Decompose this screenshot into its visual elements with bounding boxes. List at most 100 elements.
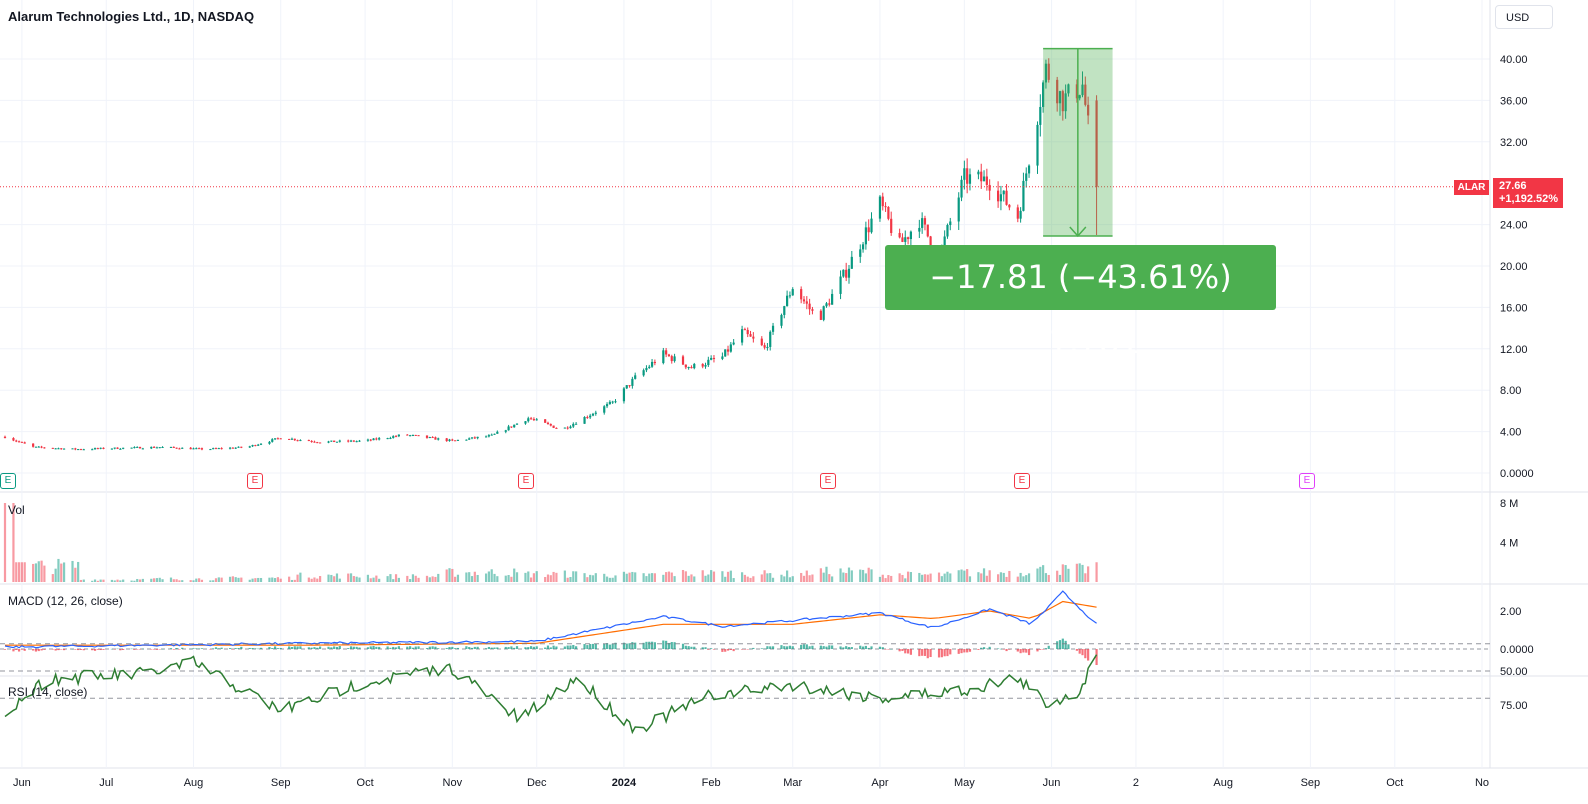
volume-bar [766, 573, 769, 582]
macd-histogram-bar [172, 649, 175, 650]
currency-select[interactable]: USD [1495, 5, 1553, 29]
volume-bar [999, 572, 1003, 582]
volume-bar [445, 569, 448, 582]
macd-histogram-bar [898, 649, 901, 652]
candle-body [704, 365, 707, 367]
candle-body [431, 437, 434, 439]
candle-body [569, 426, 572, 429]
candle-body [760, 338, 763, 346]
candle-body [352, 440, 355, 442]
volume-bar [673, 576, 676, 582]
volume-bar [1016, 576, 1019, 582]
candle-body [572, 423, 575, 427]
earnings-marker-icon[interactable]: E [247, 473, 263, 489]
macd-histogram-bar [859, 645, 862, 649]
macd-histogram-bar [217, 648, 220, 649]
macd-histogram-bar [358, 647, 361, 649]
candle-body [749, 334, 752, 337]
macd-histogram-bar [839, 646, 842, 649]
macd-histogram-bar [369, 646, 372, 649]
macd-histogram-bar [783, 646, 786, 649]
macd-histogram-bar [650, 641, 654, 649]
volume-bar [546, 574, 550, 582]
candle-body [822, 306, 825, 320]
volume-bar [923, 574, 927, 582]
macd-histogram-bar [71, 648, 74, 650]
earnings-marker-icon[interactable]: E [1014, 473, 1030, 489]
candle-body [228, 447, 232, 449]
candle-body [510, 426, 513, 428]
candle-body [198, 448, 201, 450]
candle-body [555, 427, 558, 429]
macd-histogram-bar [60, 649, 63, 650]
volume-bar [1044, 573, 1048, 582]
time-tick-label: Jul [99, 777, 113, 789]
earnings-marker-icon[interactable]: E [820, 473, 836, 489]
macd-histogram-bar [575, 646, 578, 649]
macd-histogram-bar [198, 648, 201, 650]
candle-body [563, 427, 566, 429]
candle-body [693, 363, 696, 369]
earnings-marker-icon[interactable]: E [518, 473, 534, 489]
macd-histogram-bar [113, 649, 116, 650]
time-tick-label: Apr [871, 777, 888, 789]
macd-pane [0, 590, 1490, 666]
macd-histogram-bar [791, 646, 794, 649]
candle-body [231, 447, 234, 449]
candle-body [271, 439, 274, 442]
macd-histogram-bar [279, 647, 282, 649]
macd-histogram-bar [589, 644, 592, 649]
price-pane[interactable] [0, 47, 1490, 451]
macd-histogram-bar [1002, 649, 1005, 650]
candle-body [535, 419, 538, 421]
macd-histogram-bar [566, 645, 569, 649]
volume-bar [248, 579, 251, 582]
macd-histogram-bar [99, 649, 102, 651]
volume-bar [335, 573, 339, 582]
time-tick-label: Dec [527, 777, 547, 789]
macd-histogram-bar [161, 648, 164, 650]
candle-body [454, 440, 457, 442]
macd-histogram-bar [819, 645, 822, 649]
volume-bar [451, 568, 454, 582]
volume-bar [153, 578, 156, 582]
candle-body [1084, 84, 1087, 105]
candle-body [37, 446, 40, 448]
candle-body [878, 196, 882, 219]
candle-body [743, 329, 747, 331]
volume-bar [926, 574, 929, 582]
candle-body [926, 224, 929, 237]
earnings-marker-icon[interactable]: E [1299, 473, 1315, 489]
volume-bar [397, 577, 400, 582]
volume-bar [299, 572, 302, 582]
candle-body [116, 447, 119, 449]
volume-bar [411, 574, 415, 582]
macd-histogram-bar [417, 646, 420, 649]
volume-bar [997, 574, 1000, 582]
price-tick-label: 12.00 [1500, 344, 1528, 356]
macd-histogram-bar [293, 646, 296, 649]
volume-bar [529, 577, 533, 582]
candle-body [54, 448, 57, 450]
candle-body [783, 306, 786, 315]
candle-body [667, 354, 671, 357]
candle-body [1042, 82, 1045, 107]
time-tick-label: No [1475, 777, 1489, 789]
volume-bar [780, 574, 783, 582]
candle-body [102, 447, 105, 449]
earnings-marker-icon[interactable]: E [0, 473, 16, 489]
macd-histogram-bar [352, 646, 355, 649]
volume-bar [667, 571, 671, 582]
candle-body [1058, 91, 1062, 104]
candle-body [316, 442, 319, 444]
volume-bar [161, 579, 164, 582]
volume-bar [786, 570, 789, 582]
candle-body [544, 419, 547, 423]
volume-bar [842, 572, 845, 582]
macd-histogram-bar [1016, 649, 1019, 652]
macd-histogram-bar [119, 649, 122, 651]
candle-body [881, 196, 884, 207]
volume-bar [957, 570, 960, 582]
candle-body [318, 442, 322, 444]
